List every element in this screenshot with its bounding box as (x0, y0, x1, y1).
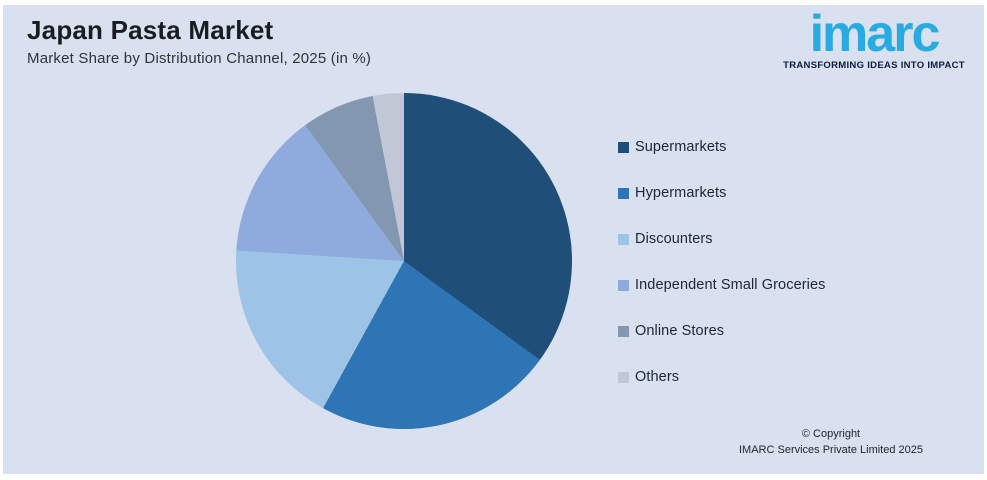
legend-item: Hypermarkets (618, 183, 826, 203)
legend-swatch (618, 233, 629, 245)
legend-item: Others (618, 367, 826, 387)
page-subtitle: Market Share by Distribution Channel, 20… (27, 50, 372, 67)
copyright-line2: IMARC Services Private Limited 2025 (738, 444, 923, 456)
legend-label: Hypermarkets (635, 185, 727, 201)
page-canvas: Japan Pasta Market Market Share by Distr… (3, 5, 984, 474)
legend-swatch (618, 371, 629, 383)
legend-item: Independent Small Groceries (618, 275, 826, 295)
copyright-line1: © Copyright (801, 428, 861, 440)
legend-item: Supermarkets (618, 137, 826, 157)
imarc-logo: imarc TRANSFORMING IDEAS INTO IMPACT (774, 7, 974, 71)
pie-chart (236, 93, 572, 429)
legend-item: Discounters (618, 229, 826, 249)
copyright-notice: © Copyright IMARC Services Private Limit… (706, 426, 956, 458)
legend-swatch (618, 187, 629, 199)
legend-swatch (618, 141, 629, 153)
logo-tagline: TRANSFORMING IDEAS INTO IMPACT (783, 59, 965, 71)
logo-wordmark: imarc (809, 5, 941, 63)
page-title: Japan Pasta Market (27, 15, 274, 45)
legend-label: Independent Small Groceries (635, 277, 826, 293)
legend-swatch (618, 325, 629, 337)
legend-label: Discounters (635, 231, 713, 247)
legend-swatch (618, 279, 629, 291)
chart-legend: Supermarkets Hypermarkets Discounters In… (618, 137, 826, 413)
legend-item: Online Stores (618, 321, 826, 341)
legend-label: Online Stores (635, 323, 725, 339)
legend-label: Others (635, 369, 680, 385)
legend-label: Supermarkets (635, 139, 727, 155)
